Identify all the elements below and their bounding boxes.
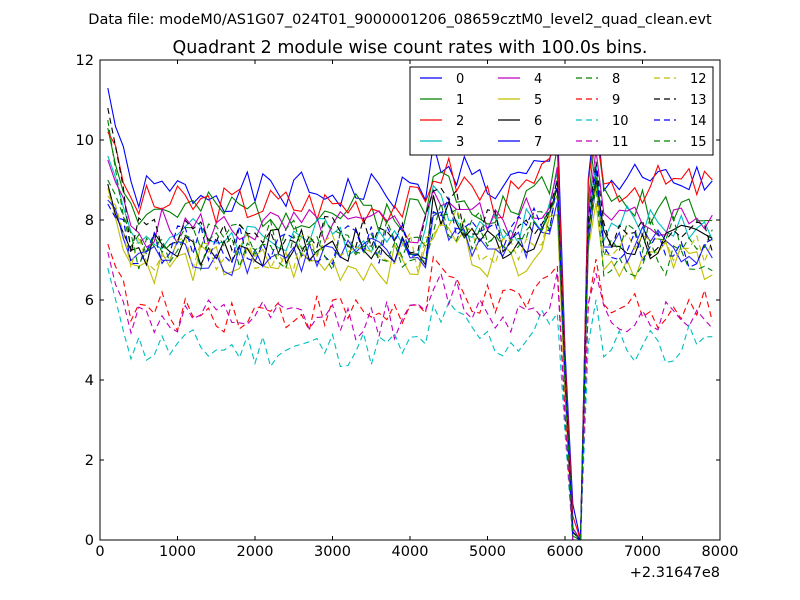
x-offset-label: +2.31647e8 — [630, 565, 720, 581]
y-tick-label: 2 — [85, 453, 94, 469]
legend-label-8: 8 — [612, 72, 620, 87]
y-tick-label: 8 — [85, 213, 94, 229]
legend-label-12: 12 — [690, 72, 707, 87]
y-tick-label: 6 — [85, 293, 94, 309]
legend-label-3: 3 — [456, 135, 464, 150]
legend-label-6: 6 — [534, 114, 542, 129]
series-line-9 — [107, 243, 713, 540]
legend-label-1: 1 — [456, 93, 464, 108]
series-line-15 — [107, 119, 713, 540]
legend-label-15: 15 — [690, 135, 707, 150]
series-line-1 — [107, 127, 713, 540]
series-layer — [107, 87, 713, 540]
y-tick-label: 0 — [85, 533, 94, 549]
series-line-11 — [107, 251, 713, 540]
series-line-10 — [107, 267, 713, 540]
axis-ticks: 0 1000 2000 3000 4000 5000 6000 7000 80000246810… — [76, 53, 739, 560]
y-tick-label: 4 — [85, 373, 94, 389]
x-tick-label: 6000 — [547, 544, 584, 560]
x-tick-label: 8000 — [702, 544, 739, 560]
x-tick-label: 7000 — [624, 544, 661, 560]
x-tick-label: 3000 — [314, 544, 351, 560]
series-line-8 — [107, 173, 713, 540]
y-tick-label: 10 — [76, 133, 94, 149]
series-line-2 — [107, 128, 713, 540]
x-tick-label: 1000 — [159, 544, 196, 560]
x-tick-label: 5000 — [469, 544, 506, 560]
x-tick-label: 4000 — [392, 544, 429, 560]
figure-suptitle: Data file: modeM0/AS1G07_024T01_90000012… — [88, 12, 712, 28]
legend-box — [409, 66, 714, 156]
series-line-5 — [107, 187, 713, 540]
series-line-4 — [107, 150, 713, 540]
chart-title: Quadrant 2 module wise count rates with … — [173, 38, 648, 58]
legend-label-2: 2 — [456, 114, 464, 129]
series-line-14 — [107, 167, 713, 540]
legend-label-14: 14 — [690, 114, 707, 129]
x-tick-label: 2000 — [237, 544, 274, 560]
x-tick-label: 0 — [95, 544, 104, 560]
legend-label-0: 0 — [456, 72, 464, 87]
legend-label-4: 4 — [534, 72, 542, 87]
series-line-0 — [107, 87, 713, 540]
legend-label-10: 10 — [612, 114, 629, 129]
y-tick-label: 12 — [76, 53, 94, 69]
legend-label-11: 11 — [612, 135, 629, 150]
legend-label-9: 9 — [612, 93, 620, 108]
legend-label-5: 5 — [534, 93, 542, 108]
legend-label-13: 13 — [690, 93, 707, 108]
legend-label-7: 7 — [534, 135, 542, 150]
